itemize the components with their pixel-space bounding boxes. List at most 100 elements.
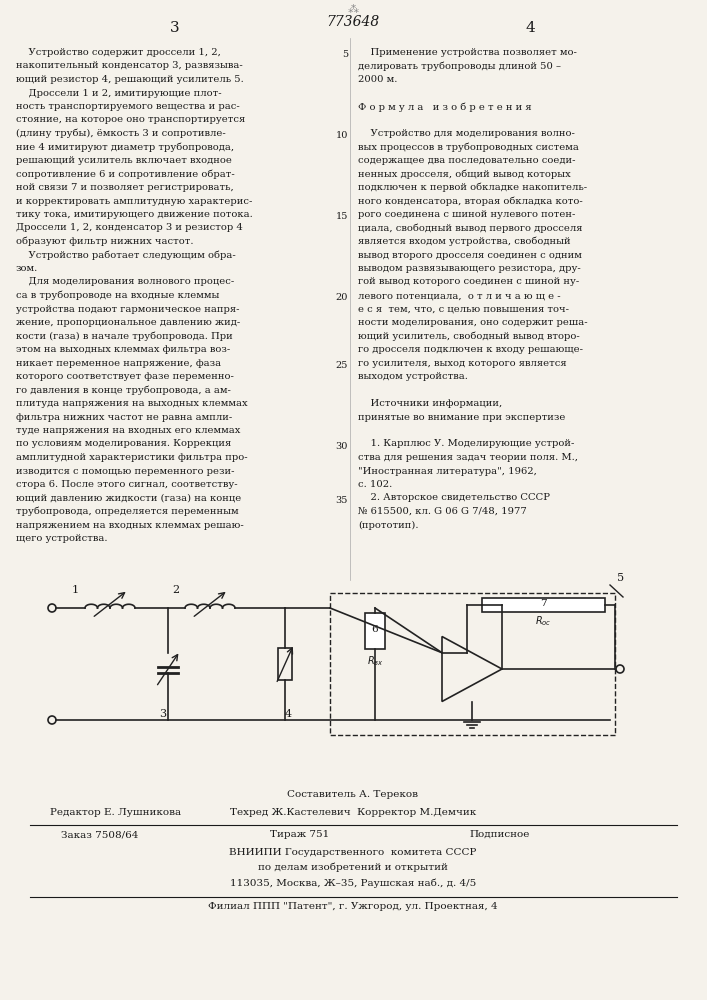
Text: вых процессов в трубопроводных система: вых процессов в трубопроводных система bbox=[358, 142, 579, 152]
Text: туде напряжения на входных его клеммах: туде напряжения на входных его клеммах bbox=[16, 426, 240, 435]
Text: Устройство содержит дроссели 1, 2,: Устройство содержит дроссели 1, 2, bbox=[16, 48, 221, 57]
Text: содержащее два последовательно соеди-: содержащее два последовательно соеди- bbox=[358, 156, 575, 165]
Text: тику тока, имитирующего движение потока.: тику тока, имитирующего движение потока. bbox=[16, 210, 252, 219]
Text: Подписное: Подписное bbox=[470, 830, 530, 839]
Text: ной связи 7 и позволяет регистрировать,: ной связи 7 и позволяет регистрировать, bbox=[16, 183, 234, 192]
Text: напряжением на входных клеммах решаю-: напряжением на входных клеммах решаю- bbox=[16, 520, 244, 530]
Text: ности моделирования, оно содержит реша-: ности моделирования, оно содержит реша- bbox=[358, 318, 588, 327]
Text: го давления в конце трубопровода, а ам-: го давления в конце трубопровода, а ам- bbox=[16, 385, 231, 395]
Text: 20: 20 bbox=[336, 293, 348, 302]
Text: Применение устройства позволяет мо-: Применение устройства позволяет мо- bbox=[358, 48, 577, 57]
Text: Ф о р м у л а   и з о б р е т е н и я: Ф о р м у л а и з о б р е т е н и я bbox=[358, 102, 532, 111]
Text: с. 102.: с. 102. bbox=[358, 480, 392, 489]
Text: ⁂: ⁂ bbox=[347, 5, 358, 15]
Text: 35: 35 bbox=[336, 496, 348, 505]
Text: левого потенциала,  о т л и ч а ю щ е -: левого потенциала, о т л и ч а ю щ е - bbox=[358, 291, 561, 300]
Bar bbox=[330, 593, 615, 735]
Text: Устройство для моделирования волно-: Устройство для моделирования волно- bbox=[358, 129, 575, 138]
Text: амплитудной характеристики фильтра про-: амплитудной характеристики фильтра про- bbox=[16, 453, 247, 462]
Text: сопротивление 6 и сопротивление обрат-: сопротивление 6 и сопротивление обрат- bbox=[16, 169, 235, 179]
Text: Заказ 7508/64: Заказ 7508/64 bbox=[62, 830, 139, 839]
Text: го усилителя, выход которого является: го усилителя, выход которого является bbox=[358, 359, 566, 367]
Text: устройства подают гармоническое напря-: устройства подают гармоническое напря- bbox=[16, 304, 240, 314]
Text: ность транспортируемого вещества и рас-: ность транспортируемого вещества и рас- bbox=[16, 102, 240, 111]
Text: по условиям моделирования. Коррекция: по условиям моделирования. Коррекция bbox=[16, 440, 231, 448]
Text: ющий усилитель, свободный вывод второ-: ющий усилитель, свободный вывод второ- bbox=[358, 332, 580, 341]
Text: циала, свободный вывод первого дросселя: циала, свободный вывод первого дросселя bbox=[358, 224, 583, 233]
Text: Редактор Е. Лушникова: Редактор Е. Лушникова bbox=[50, 808, 181, 817]
Text: выходом устройства.: выходом устройства. bbox=[358, 372, 468, 381]
Text: стора 6. После этого сигнал, соответству-: стора 6. После этого сигнал, соответству… bbox=[16, 480, 238, 489]
Text: Дроссели 1 и 2, имитирующие плот-: Дроссели 1 и 2, имитирующие плот- bbox=[16, 89, 221, 98]
Text: Источники информации,: Источники информации, bbox=[358, 399, 502, 408]
Text: 1: 1 bbox=[72, 585, 79, 595]
Text: принятые во внимание при экспертизе: принятые во внимание при экспертизе bbox=[358, 412, 566, 422]
Text: изводится с помощью переменного рези-: изводится с помощью переменного рези- bbox=[16, 466, 235, 476]
Text: е с я  тем, что, с целью повышения точ-: е с я тем, что, с целью повышения точ- bbox=[358, 304, 569, 314]
Text: зом.: зом. bbox=[16, 264, 38, 273]
Text: ства для решения задач теории поля. М.,: ства для решения задач теории поля. М., bbox=[358, 453, 578, 462]
Text: Для моделирования волнового процес-: Для моделирования волнового процес- bbox=[16, 277, 234, 286]
Text: 5: 5 bbox=[617, 573, 624, 583]
Text: 3: 3 bbox=[160, 709, 167, 719]
Text: ние 4 имитируют диаметр трубопровода,: ние 4 имитируют диаметр трубопровода, bbox=[16, 142, 234, 152]
Text: "Иностранная литература", 1962,: "Иностранная литература", 1962, bbox=[358, 466, 537, 476]
Text: 7: 7 bbox=[540, 598, 547, 607]
Text: стояние, на которое оно транспортируется: стояние, на которое оно транспортируется bbox=[16, 115, 245, 124]
Text: са в трубопроводе на входные клеммы: са в трубопроводе на входные клеммы bbox=[16, 291, 219, 300]
Text: 15: 15 bbox=[336, 212, 348, 221]
Text: 2. Авторское свидетельство СССР: 2. Авторское свидетельство СССР bbox=[358, 493, 550, 502]
Text: делировать трубопроводы длиной 50 –: делировать трубопроводы длиной 50 – bbox=[358, 62, 561, 71]
Text: ненных дросселя, общий вывод которых: ненных дросселя, общий вывод которых bbox=[358, 169, 571, 179]
Text: Составитель А. Тереков: Составитель А. Тереков bbox=[288, 790, 419, 799]
Text: 6: 6 bbox=[372, 624, 378, 634]
Text: ющий резистор 4, решающий усилитель 5.: ющий резистор 4, решающий усилитель 5. bbox=[16, 75, 244, 84]
Text: 10: 10 bbox=[336, 131, 348, 140]
Text: рого соединена с шиной нулевого потен-: рого соединена с шиной нулевого потен- bbox=[358, 210, 575, 219]
Text: этом на выходных клеммах фильтра воз-: этом на выходных клеммах фильтра воз- bbox=[16, 345, 230, 354]
Text: 4: 4 bbox=[525, 21, 535, 35]
Text: 30: 30 bbox=[336, 442, 348, 451]
Text: (прототип).: (прототип). bbox=[358, 520, 419, 530]
Text: (длину трубы), ёмкость 3 и сопротивле-: (длину трубы), ёмкость 3 и сопротивле- bbox=[16, 129, 226, 138]
Text: никает переменное напряжение, фаза: никает переменное напряжение, фаза bbox=[16, 359, 221, 367]
Text: фильтра нижних частот не равна ампли-: фильтра нижних частот не равна ампли- bbox=[16, 412, 233, 422]
Text: $R_{oc}$: $R_{oc}$ bbox=[535, 614, 551, 628]
Text: Техред Ж.Кастелевич  Корректор М.Демчик: Техред Ж.Кастелевич Корректор М.Демчик bbox=[230, 808, 476, 817]
Text: го дросселя подключен к входу решающе-: го дросселя подключен к входу решающе- bbox=[358, 345, 583, 354]
Text: жение, пропорциональное давлению жид-: жение, пропорциональное давлению жид- bbox=[16, 318, 240, 327]
Text: 113035, Москва, Ж–35, Раушская наб., д. 4/5: 113035, Москва, Ж–35, Раушская наб., д. … bbox=[230, 878, 476, 888]
Bar bbox=[278, 648, 292, 680]
Text: $R_{вх}$: $R_{вх}$ bbox=[366, 654, 383, 668]
Text: ВНИИПИ Государственного  комитета СССР: ВНИИПИ Государственного комитета СССР bbox=[229, 848, 477, 857]
Text: кости (газа) в начале трубопровода. При: кости (газа) в начале трубопровода. При bbox=[16, 332, 233, 341]
Text: 2000 м.: 2000 м. bbox=[358, 75, 397, 84]
Text: Филиал ППП "Патент", г. Ужгород, ул. Проектная, 4: Филиал ППП "Патент", г. Ужгород, ул. Про… bbox=[208, 902, 498, 911]
Bar bbox=[482, 598, 605, 612]
Text: подключен к первой обкладке накопитель-: подключен к первой обкладке накопитель- bbox=[358, 183, 587, 192]
Text: по делам изобретений и открытий: по делам изобретений и открытий bbox=[258, 862, 448, 871]
Text: 1. Карплюс У. Моделирующие устрой-: 1. Карплюс У. Моделирующие устрой- bbox=[358, 440, 574, 448]
Text: 4: 4 bbox=[284, 709, 291, 719]
Text: плитуда напряжения на выходных клеммах: плитуда напряжения на выходных клеммах bbox=[16, 399, 247, 408]
Text: гой вывод которого соединен с шиной ну-: гой вывод которого соединен с шиной ну- bbox=[358, 277, 579, 286]
Text: № 615500, кл. G 06 G 7/48, 1977: № 615500, кл. G 06 G 7/48, 1977 bbox=[358, 507, 527, 516]
Text: является входом устройства, свободный: является входом устройства, свободный bbox=[358, 237, 571, 246]
Text: ного конденсатора, вторая обкладка кото-: ного конденсатора, вторая обкладка кото- bbox=[358, 196, 583, 206]
Bar bbox=[365, 613, 385, 649]
Text: 773648: 773648 bbox=[327, 15, 380, 29]
Text: решающий усилитель включает входное: решающий усилитель включает входное bbox=[16, 156, 232, 165]
Text: накопительный конденсатор 3, развязыва-: накопительный конденсатор 3, развязыва- bbox=[16, 62, 243, 70]
Text: и корректировать амплитудную характерис-: и корректировать амплитудную характерис- bbox=[16, 196, 252, 206]
Text: Дроссели 1, 2, конденсатор 3 и резистор 4: Дроссели 1, 2, конденсатор 3 и резистор … bbox=[16, 224, 243, 232]
Text: Устройство работает следующим обра-: Устройство работает следующим обра- bbox=[16, 250, 235, 260]
Text: вывод второго дросселя соединен с одним: вывод второго дросселя соединен с одним bbox=[358, 250, 582, 259]
Text: 3: 3 bbox=[170, 21, 180, 35]
Text: выводом развязывающего резистора, дру-: выводом развязывающего резистора, дру- bbox=[358, 264, 580, 273]
Text: которого соответствует фазе переменно-: которого соответствует фазе переменно- bbox=[16, 372, 234, 381]
Text: щего устройства.: щего устройства. bbox=[16, 534, 107, 543]
Text: образуют фильтр нижних частот.: образуют фильтр нижних частот. bbox=[16, 237, 194, 246]
Text: Тираж 751: Тираж 751 bbox=[270, 830, 329, 839]
Text: трубопровода, определяется переменным: трубопровода, определяется переменным bbox=[16, 507, 239, 516]
Text: 5: 5 bbox=[342, 50, 348, 59]
